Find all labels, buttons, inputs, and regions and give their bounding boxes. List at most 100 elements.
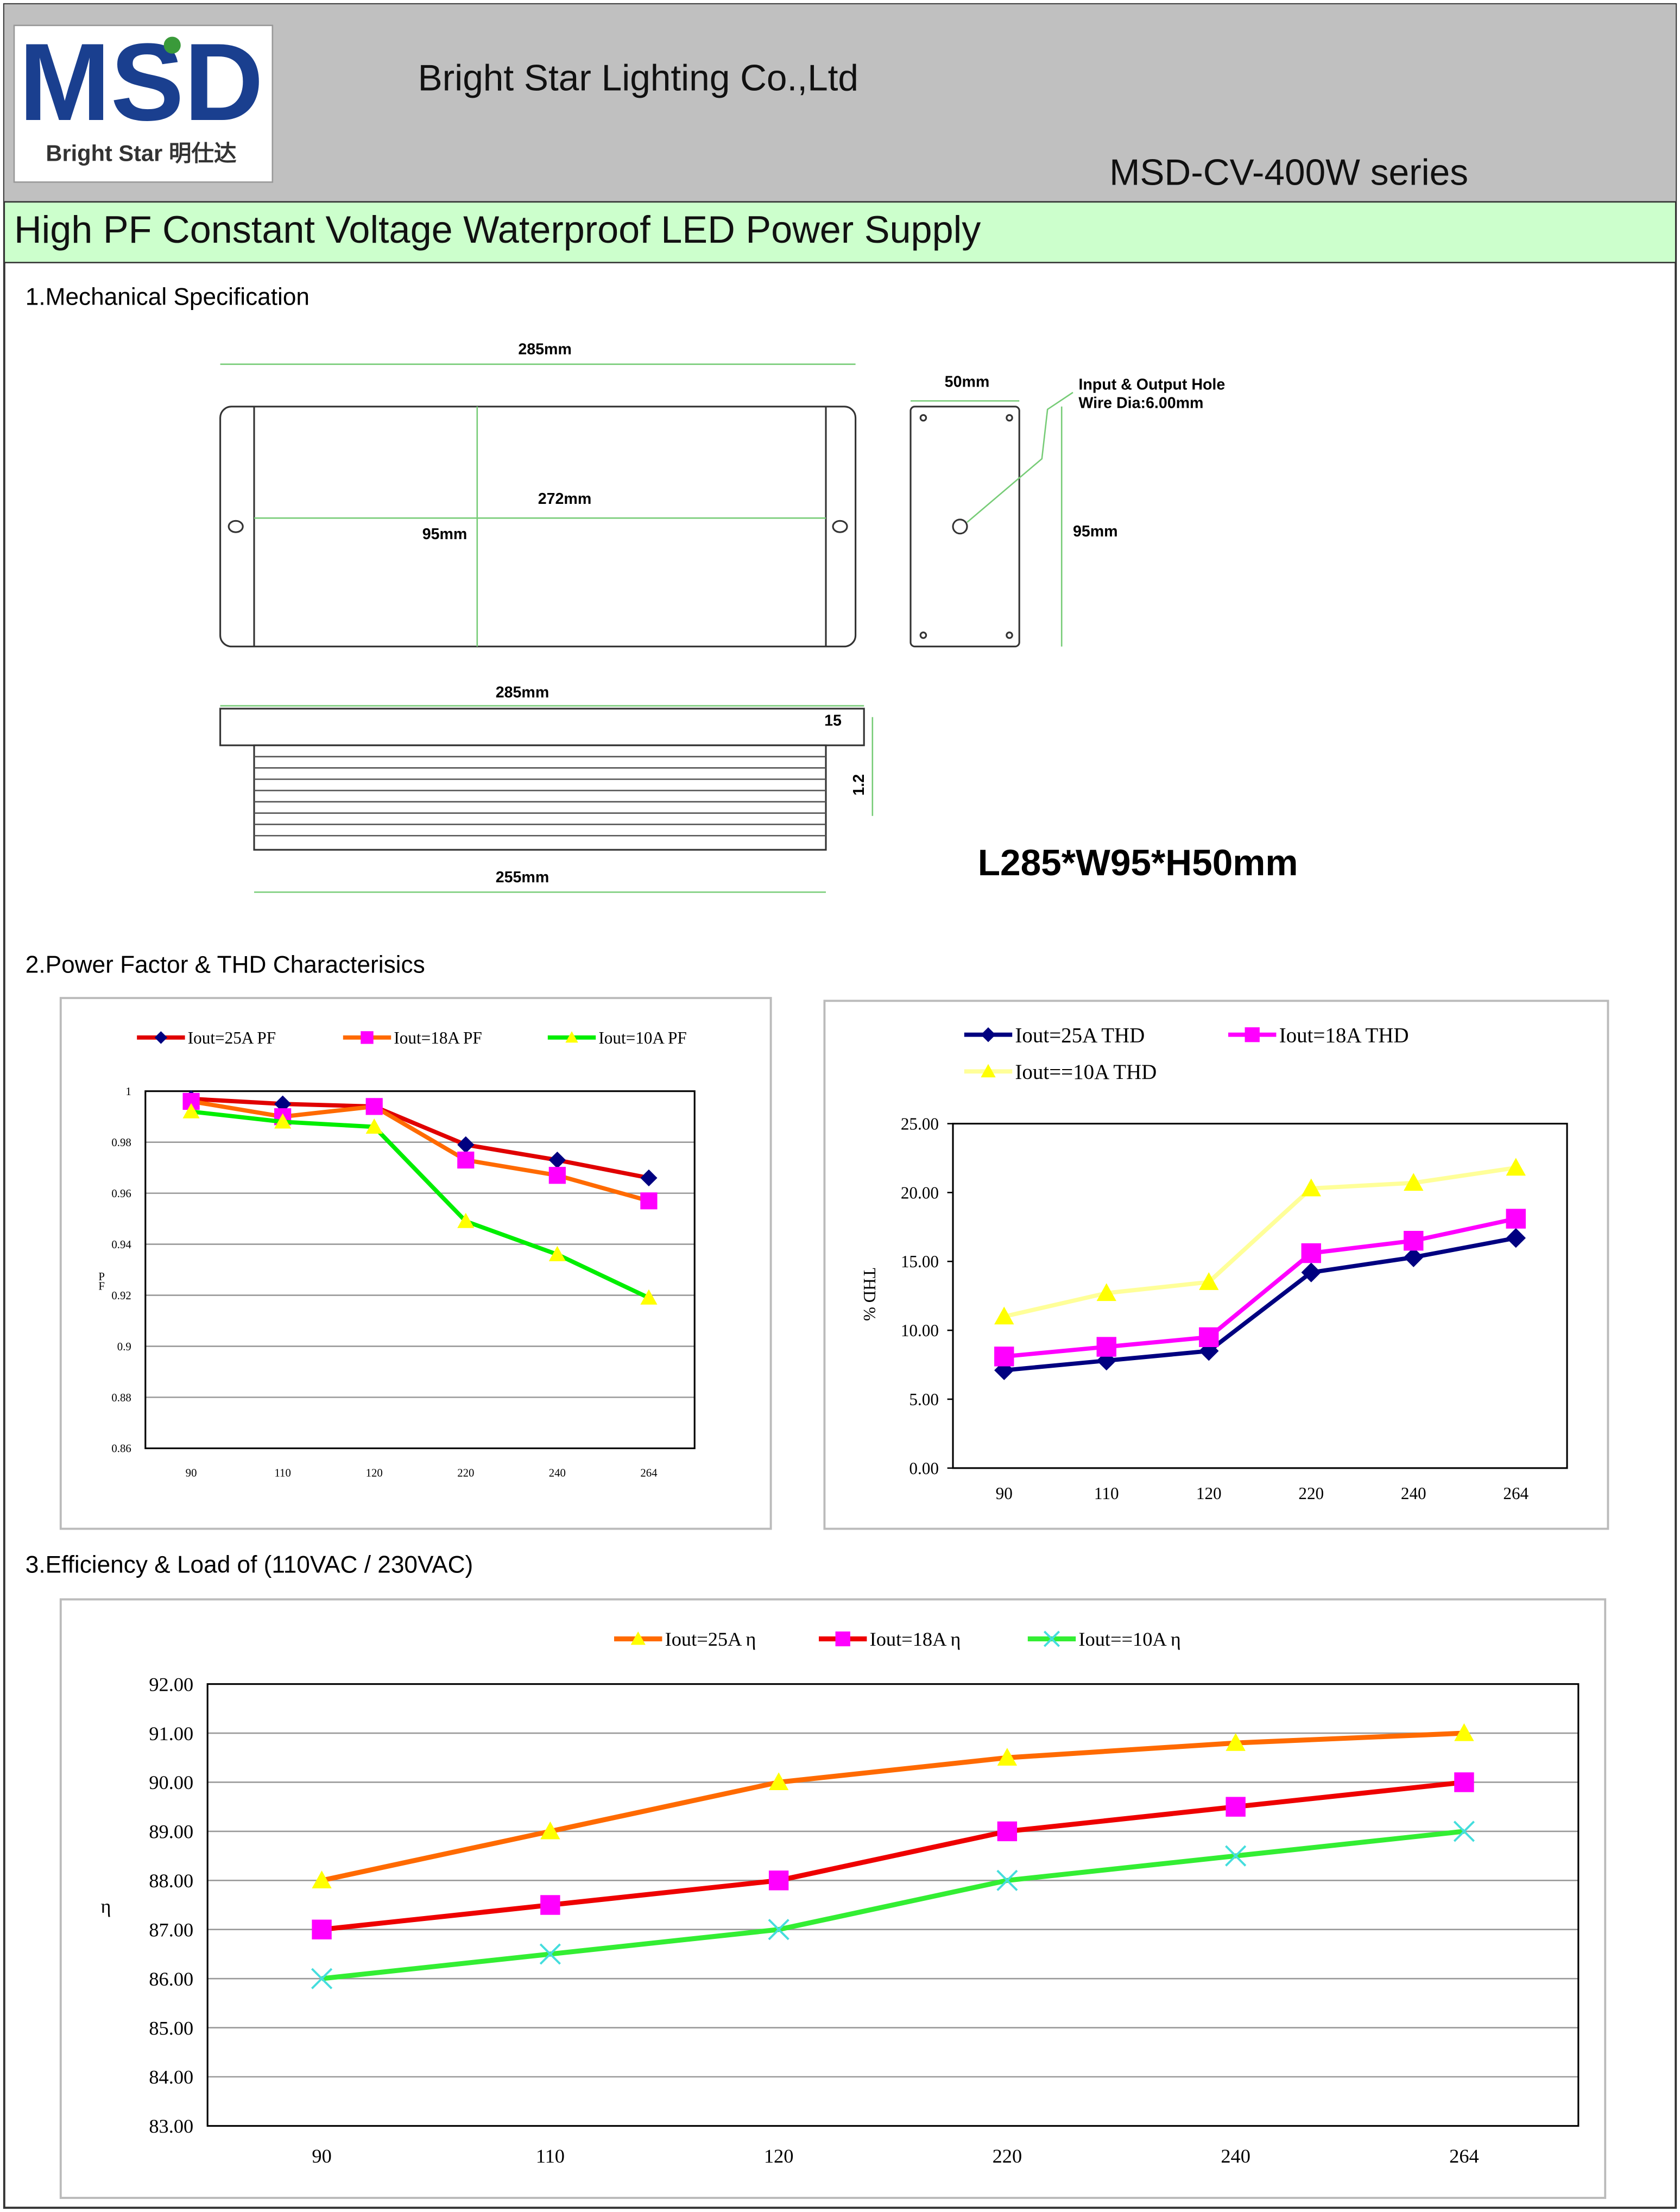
x-tick-label: 240 [1221,2145,1250,2167]
x-tick-label: 90 [186,1467,197,1479]
x-tick-label: 110 [274,1467,290,1479]
hole [832,520,848,533]
y-axis-label: η [100,1895,111,1917]
wire-hole [952,519,968,535]
y-tick-label: 86.00 [149,1968,193,1990]
marker [1301,1243,1321,1263]
x-tick-label: 90 [312,2145,331,2167]
y-tick-label: 25.00 [901,1114,939,1133]
y-tick-label: 85.00 [149,2017,193,2039]
marker [1225,1845,1247,1867]
hole [228,520,244,533]
marker [981,1064,996,1078]
note-label: Input & Output Hole [1078,376,1225,394]
marker [835,1631,850,1647]
series-line [1003,1165,1517,1319]
y-tick-label: 84.00 [149,2066,193,2088]
marker [457,1151,475,1169]
y-tick-label: 0.92 [111,1290,131,1302]
y-tick-label: 0.98 [111,1136,131,1149]
marker [630,1631,646,1645]
logo-star [163,36,181,54]
legend-label: Iout=18A η [870,1628,961,1650]
x-tick-label: 90 [996,1484,1013,1503]
marker [1199,1327,1219,1348]
screw [919,631,927,639]
plot-area [952,1122,1568,1469]
screw [1006,631,1013,639]
y-tick-label: 0.94 [111,1238,131,1251]
dimension-label: 272mm [538,490,592,508]
dimension-label: 15 [824,712,842,729]
legend-label: Iout=18A PF [394,1028,482,1047]
marker [768,1870,789,1891]
dimension-label: 50mm [945,373,990,390]
x-tick-label: 220 [993,2145,1022,2167]
chart-frame [823,1000,1609,1530]
plot-area [144,1090,696,1450]
screw [919,414,927,422]
legend-label: Iout==10A THD [1015,1060,1157,1084]
mechanical-drawing: 285mm 272mm 95mm 50mm Input & Output Hol… [219,341,1298,893]
x-tick-label: 264 [1503,1484,1529,1503]
legend-label: Iout=10A PF [598,1028,686,1047]
series-name: MSD-CV-400W series [1109,153,1468,193]
note-label: Wire Dia:6.00mm [1078,394,1203,412]
marker [1454,1772,1474,1792]
marker [539,1943,561,1965]
y-tick-label: 20.00 [901,1183,939,1202]
x-tick-label: 264 [640,1467,658,1479]
y-axis-label: PF [96,1271,108,1290]
marker [548,1151,566,1169]
page-title: High PF Constant Voltage Waterproof LED … [14,208,981,251]
dimension-label: 285mm [496,684,550,701]
series-line [1003,1236,1517,1373]
marker [768,1919,790,1941]
fins [254,756,826,837]
series-line [321,1779,1464,1932]
series-line [191,1099,649,1203]
marker [1404,1247,1424,1267]
marker [1226,1733,1246,1751]
x-tick-label: 120 [366,1467,383,1479]
marker [996,1869,1018,1891]
marker [311,1968,333,1989]
section-heading: 3.Efficiency & Load of (110VAC / 230VAC) [26,1551,473,1578]
x-tick-label: 110 [536,2145,565,2167]
marker [1245,1027,1260,1042]
marker [274,1113,292,1129]
y-tick-label: 0.96 [111,1187,131,1200]
y-tick-label: 92.00 [149,1673,193,1695]
marker [1199,1272,1219,1290]
marker [365,1098,383,1115]
logo-subtitle: Bright Star 明仕达 [46,140,237,166]
logo-text: MSD [19,20,264,143]
marker [1506,1209,1526,1229]
x-tick-label: 120 [1196,1484,1222,1503]
marker [565,1031,578,1043]
marker [1506,1158,1526,1176]
series-line [1003,1216,1517,1359]
flange [219,707,865,747]
marker [361,1031,374,1044]
legend-label: Iout==10A η [1078,1628,1180,1650]
leader-line [967,391,1073,523]
marker [182,1103,200,1118]
marker [1404,1173,1424,1191]
plot-area [206,1683,1580,2127]
marker [1096,1283,1116,1301]
series-line [321,1730,1464,1883]
y-tick-label: 0.9 [117,1341,131,1353]
top-view [219,406,857,648]
series-line [191,1109,650,1300]
y-axis-label: THD % [860,1268,879,1321]
legend-label: Iout=25A THD [1015,1023,1145,1047]
y-tick-label: 1 [125,1085,131,1098]
heatsink-body [253,744,827,851]
marker [768,1772,789,1791]
marker [640,1289,658,1305]
x-tick-label: 220 [1298,1484,1324,1503]
x-tick-label: 120 [764,2145,794,2167]
marker [994,1347,1014,1367]
